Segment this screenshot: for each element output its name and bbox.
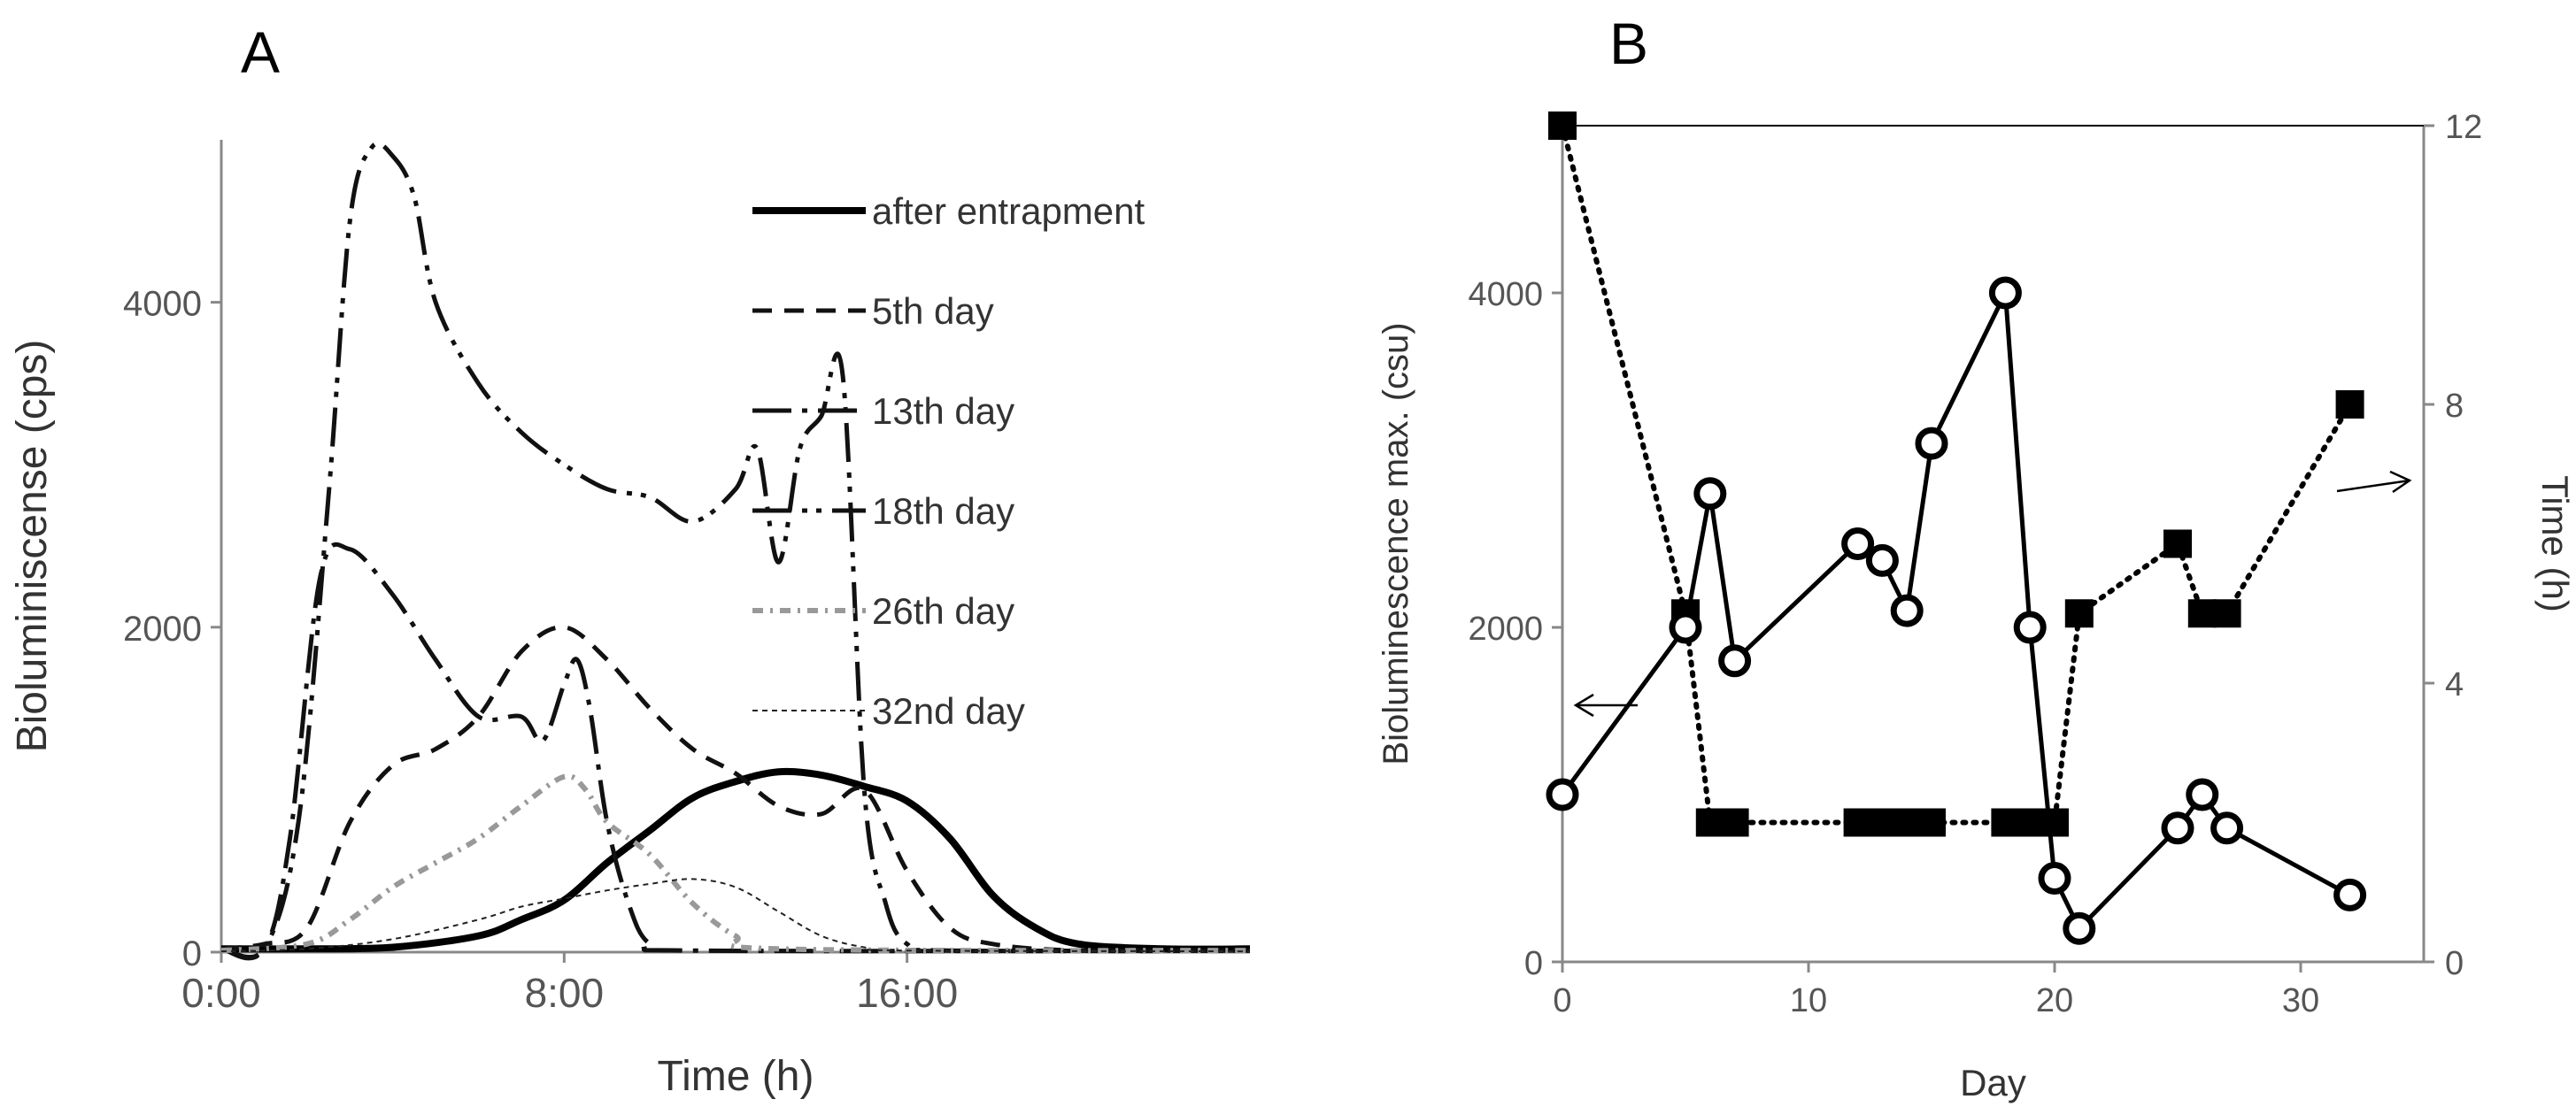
panel-b-y-tick-label: 0	[1524, 945, 1543, 982]
panel-b-y2-tick-label: 0	[2445, 945, 2464, 982]
panel-b-x-axis-title: Day	[1960, 1062, 2026, 1103]
panel-b-bioluminescence-marker	[1988, 276, 2022, 310]
panel-a-series-line-1	[220, 767, 1251, 953]
panel-b-x-tick-label: 30	[2282, 982, 2319, 1019]
panel-a-legend-label: after entrapment	[872, 190, 1145, 232]
panel-b-bioluminescence-marker	[1890, 594, 1924, 627]
panel-a-series-line-6	[220, 878, 1251, 953]
panel-b-time-marker	[2016, 808, 2045, 837]
panel-a-series-line-5	[220, 773, 1251, 954]
panel-a-series-line-4	[220, 141, 1251, 961]
panel-b-time-line	[1560, 123, 2353, 826]
panel-b-label: B	[1609, 11, 1648, 76]
panel-a-x-tick-label: 8:00	[525, 970, 605, 1016]
panel-a-legend-label: 32nd day	[872, 690, 1025, 732]
panel-b-time-marker	[2187, 599, 2217, 628]
panel-b-bioluminescence-marker	[2161, 811, 2194, 845]
panel-b-time-marker	[1695, 808, 1724, 837]
panel-b-time-marker	[2064, 599, 2094, 628]
panel-b-bioluminescence-marker	[2333, 878, 2367, 911]
panel-b-bioluminescence-marker	[1669, 611, 1702, 644]
panel-b-time-marker	[1548, 111, 1577, 140]
panel-b-bioluminescence-marker	[1718, 644, 1752, 678]
panel-a-label: A	[241, 19, 280, 85]
panel-b-bioluminescence-marker	[2013, 611, 2047, 644]
panel-a-y-tick-label: 0	[182, 934, 202, 973]
panel-a-legend-label: 13th day	[872, 390, 1014, 432]
panel-b-right-arrow-head	[2389, 470, 2412, 494]
panel-b-x-tick-label: 0	[1553, 982, 1571, 1019]
panel-a-y-axis-title: Bioluminiscense (cps)	[9, 340, 56, 753]
panel-b-bioluminescence-marker	[2186, 778, 2219, 811]
panel-b-bioluminescence-marker	[1693, 477, 1727, 511]
panel-a-series-line-2	[220, 625, 1251, 954]
panel-b-y2-tick-label: 8	[2445, 388, 2464, 425]
panel-b-y-axis-title: Bioluminescence max. (csu)	[1377, 322, 1415, 765]
panel-b-bioluminescence-marker	[2063, 911, 2096, 945]
panel-a-y-tick-label: 2000	[123, 610, 202, 649]
panel-b-time-marker	[1893, 808, 1922, 837]
panel-b-time-marker	[1843, 808, 1872, 837]
panel-a-legend-label: 18th day	[872, 490, 1014, 532]
panel-b-y-tick-label: 2000	[1468, 611, 1543, 648]
panel-b-time-marker	[1917, 808, 1946, 837]
panel-b-time-marker	[2212, 599, 2241, 628]
panel-a-x-axis-title: Time (h)	[658, 1053, 814, 1100]
panel-a-series-line-3	[220, 542, 1251, 960]
panel-b-left-arrow-head	[1573, 693, 1594, 718]
panel-b-right-arrow-shaft	[2336, 479, 2410, 493]
panel-b-bioluminescence-marker	[1546, 778, 1579, 811]
panel-b-time-marker	[2163, 529, 2192, 558]
panel-b-x-tick-label: 10	[1790, 982, 1827, 1019]
panel-b-bioluminescence-marker	[1841, 527, 1875, 560]
panel-b-time-marker	[2040, 808, 2069, 837]
panel-b-time-marker	[1991, 808, 2020, 837]
panel-b-bioluminescence-marker	[2038, 862, 2071, 895]
panel-a-legend-label: 5th day	[872, 290, 994, 332]
panel-b-time-marker	[2335, 390, 2364, 419]
panel-b-y-tick-label: 4000	[1468, 276, 1543, 313]
panel-a-x-tick-label: 16:00	[856, 970, 958, 1016]
panel-b-bioluminescence-marker	[1865, 543, 1899, 577]
panel-b-bioluminescence-marker	[1915, 427, 1948, 460]
panel-b-time-marker	[1720, 808, 1749, 837]
panel-b-bioluminescence-line	[1560, 284, 2351, 933]
panel-a-y-tick-label: 4000	[123, 285, 202, 324]
panel-b-y2-tick-label: 4	[2445, 666, 2464, 703]
panel-a-x-tick-label: 0:00	[181, 970, 261, 1016]
panel-b-bioluminescence-marker	[2210, 811, 2244, 845]
panel-b-y2-tick-label: 12	[2445, 109, 2482, 146]
panel-b-y2-axis-title: Time (h)	[2534, 475, 2576, 612]
panel-b-time-marker	[1868, 808, 1897, 837]
panel-a-legend-label: 26th day	[872, 590, 1014, 632]
panel-b-x-tick-label: 20	[2036, 982, 2073, 1019]
